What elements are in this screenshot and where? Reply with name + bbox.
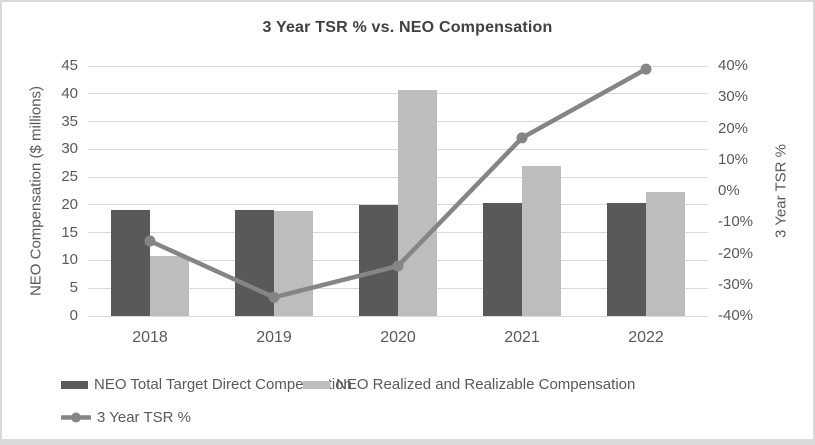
right-axis-tick-40: -40%: [718, 307, 754, 324]
bar-neo-total-target-direct-compensation-2018: [111, 210, 150, 316]
left-axis-tick-20: 20: [61, 195, 78, 213]
bar-neo-total-target-direct-compensation-2021: [483, 203, 522, 316]
bar-neo-realized-and-realizable-compensation-2021: [522, 166, 561, 316]
right-axis-tick-0: 0%: [718, 182, 740, 199]
x-axis-label-2018: 2018: [132, 329, 168, 346]
tsr-line-layer: [144, 63, 652, 303]
left-axis-tick-45: 45: [61, 57, 78, 74]
right-axis-tick-10: 10%: [718, 150, 749, 168]
left-axis-tick-15: 15: [61, 223, 78, 241]
legend-line-marker-icon: [61, 412, 91, 423]
left-axis-tick-5: 5: [69, 279, 78, 297]
legend-swatch-neo-total-target-direct-compensation-icon: [61, 380, 88, 389]
right-axis-tick-30: -30%: [718, 275, 754, 293]
x-axis-label-2021: 2021: [504, 329, 540, 346]
legend-item-neo-realized-and-realizable-compensation: NEO Realized and Realizable Compensation: [303, 376, 635, 393]
tsr-marker-2022: [640, 63, 652, 75]
legend-label-neo-realized-and-realizable-compensation: NEO Realized and Realizable Compensation: [336, 376, 636, 393]
legend-swatch-neo-realized-and-realizable-compensation-icon: [303, 380, 330, 389]
x-axis-label-2020: 2020: [380, 329, 416, 346]
bar-neo-total-target-direct-compensation-2022: [607, 203, 646, 316]
right-axis-tick-20: -20%: [718, 244, 754, 262]
right-axis-tick-10: -10%: [718, 213, 754, 231]
left-axis-tick-25: 25: [61, 168, 78, 186]
left-axis-tick-0: 0: [69, 307, 78, 324]
left-axis-tick-30: 30: [61, 140, 78, 158]
chart-title: 3 Year TSR % vs. NEO Compensation: [262, 19, 553, 36]
tsr-marker-2018: [144, 235, 156, 247]
bar-neo-realized-and-realizable-compensation-2020: [398, 90, 437, 316]
x-axis-label-2019: 2019: [256, 329, 292, 346]
plot-area: [88, 63, 708, 317]
legend-label-neo-total-target-direct-compensation: NEO Total Target Direct Compensation: [94, 376, 352, 393]
legend-item-neo-total-target-direct-compensation: NEO Total Target Direct Compensation: [61, 376, 352, 393]
tsr-marker-2019: [268, 291, 280, 303]
left-axis-tick-10: 10: [61, 251, 78, 269]
bar-neo-realized-and-realizable-compensation-2022: [646, 192, 685, 316]
bar-neo-total-target-direct-compensation-2020: [359, 204, 398, 316]
left-axis-tick-35: 35: [61, 112, 78, 130]
right-axis-title: 3 Year TSR %: [772, 144, 790, 238]
legend-label-3-year-tsr: 3 Year TSR %: [97, 409, 191, 426]
right-axis-tick-40: 40%: [718, 57, 749, 74]
left-axis-tick-40: 40: [61, 84, 78, 102]
bar-neo-realized-and-realizable-compensation-2019: [274, 211, 313, 316]
bar-neo-realized-and-realizable-compensation-2018: [150, 256, 189, 316]
right-axis-tick-20: 20%: [718, 119, 749, 137]
right-axis-tick-30: 30%: [718, 88, 749, 106]
gridline: [88, 315, 708, 317]
tsr-marker-2021: [516, 132, 528, 144]
x-axis-label-2022: 2022: [628, 329, 664, 346]
legend-item-3-year-tsr: 3 Year TSR %: [61, 409, 191, 426]
gridline: [88, 65, 708, 67]
tsr-marker-2020: [392, 260, 404, 272]
bar-neo-total-target-direct-compensation-2019: [235, 210, 274, 316]
